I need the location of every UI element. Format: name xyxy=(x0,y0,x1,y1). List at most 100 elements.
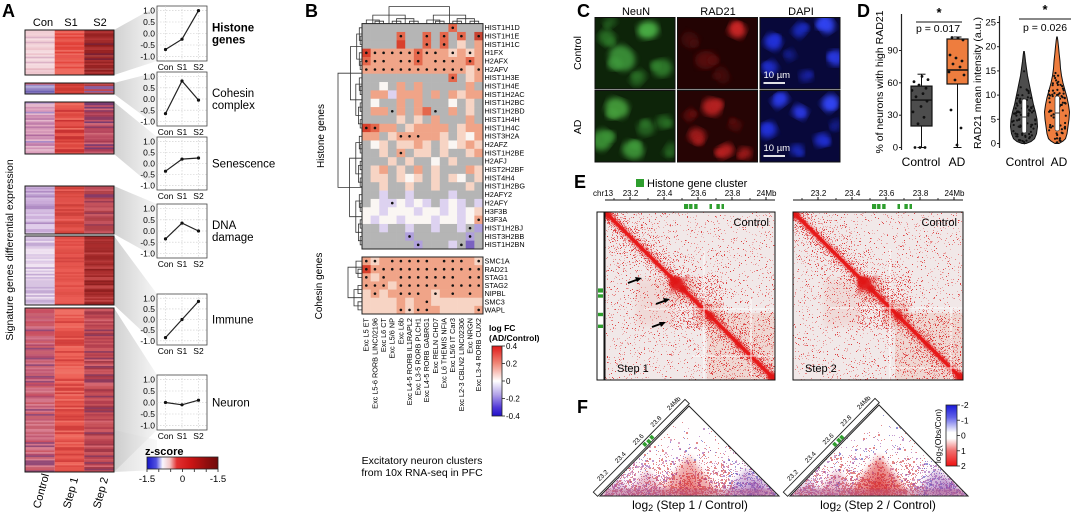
svg-text:2: 2 xyxy=(961,461,966,471)
svg-text:Histone gene cluster: Histone gene cluster xyxy=(647,178,748,190)
svg-text:0.5: 0.5 xyxy=(143,83,155,93)
svg-text:H2AFZ: H2AFZ xyxy=(485,140,509,149)
svg-text:Con: Con xyxy=(158,346,174,356)
svg-text:H3F3B: H3F3B xyxy=(485,207,508,216)
svg-text:chr13: chr13 xyxy=(593,189,614,198)
svg-text:p = 0.017: p = 0.017 xyxy=(916,23,960,35)
svg-text:Control: Control xyxy=(922,217,957,229)
svg-text:WAPL: WAPL xyxy=(485,306,505,315)
svg-text:Exc RELN CHD7: Exc RELN CHD7 xyxy=(431,318,440,374)
svg-text:Neuron: Neuron xyxy=(212,398,250,410)
svg-text:Exc L4-5 RORB IL1RAPL2: Exc L4-5 RORB IL1RAPL2 xyxy=(405,318,414,405)
svg-text:log2 (Step 2 / Control): log2 (Step 2 / Control) xyxy=(820,498,936,513)
svg-text:HIST1H3E: HIST1H3E xyxy=(485,73,520,82)
svg-text:5: 5 xyxy=(991,114,996,125)
svg-text:H1FX: H1FX xyxy=(485,48,504,57)
svg-text:-1.0: -1.0 xyxy=(140,181,155,191)
svg-text:0.0: 0.0 xyxy=(143,226,155,236)
svg-text:-1.0: -1.0 xyxy=(140,336,155,346)
svg-text:0.0: 0.0 xyxy=(143,94,155,104)
svg-text:Exc L2-3 CBLN2 LINC02306: Exc L2-3 CBLN2 LINC02306 xyxy=(457,318,466,411)
svg-text:Exc L6 THEMIS NFIA: Exc L6 THEMIS NFIA xyxy=(440,318,449,389)
svg-text:0.5: 0.5 xyxy=(143,215,155,225)
svg-text:Con: Con xyxy=(158,127,174,137)
svg-text:-2: -2 xyxy=(961,400,969,410)
svg-text:S2: S2 xyxy=(193,259,204,269)
svg-text:log2(Obs/Con): log2(Obs/Con) xyxy=(933,409,945,463)
svg-text:SMC3: SMC3 xyxy=(485,297,505,306)
svg-text:S1: S1 xyxy=(177,62,188,72)
svg-text:-0.5: -0.5 xyxy=(140,409,155,419)
svg-text:0: 0 xyxy=(506,377,511,386)
svg-text:RAD21 mean intensity (a.u.): RAD21 mean intensity (a.u.) xyxy=(972,17,984,149)
svg-text:60: 60 xyxy=(887,78,898,89)
svg-text:HIST2H2BF: HIST2H2BF xyxy=(485,165,525,174)
svg-text:-1.0: -1.0 xyxy=(140,420,155,430)
svg-text:Control: Control xyxy=(1006,155,1045,169)
svg-text:23.4: 23.4 xyxy=(657,189,673,198)
svg-text:B: B xyxy=(305,1,318,21)
svg-text:-0.4: -0.4 xyxy=(506,412,520,421)
svg-text:STAG1: STAG1 xyxy=(485,273,508,282)
svg-text:H2AFY2: H2AFY2 xyxy=(485,190,513,199)
svg-text:S2: S2 xyxy=(93,17,106,29)
svg-text:HIST1H2AC: HIST1H2AC xyxy=(485,90,525,99)
svg-text:AD: AD xyxy=(572,119,584,134)
svg-text:HIST1H4C: HIST1H4C xyxy=(485,123,520,132)
svg-text:H2AFY: H2AFY xyxy=(485,198,509,207)
svg-text:25: 25 xyxy=(985,18,996,29)
svg-text:0: 0 xyxy=(991,139,996,150)
svg-text:0: 0 xyxy=(893,143,898,154)
svg-text:0.5: 0.5 xyxy=(143,147,155,157)
svg-text:-1.5: -1.5 xyxy=(139,474,155,485)
svg-text:HIST1H1C: HIST1H1C xyxy=(485,40,520,49)
svg-text:10 µm: 10 µm xyxy=(764,70,791,81)
svg-text:S2: S2 xyxy=(193,191,204,201)
svg-text:23.8: 23.8 xyxy=(725,189,741,198)
svg-text:HIST1H4H: HIST1H4H xyxy=(485,115,520,124)
svg-text:-0.5: -0.5 xyxy=(140,170,155,180)
svg-text:-1.0: -1.0 xyxy=(140,51,155,61)
svg-text:1.0: 1.0 xyxy=(143,204,155,214)
svg-text:Exc NRGN: Exc NRGN xyxy=(465,318,474,354)
svg-text:HIST3H2A: HIST3H2A xyxy=(485,132,520,141)
svg-text:Step 1: Step 1 xyxy=(617,363,649,375)
svg-text:C: C xyxy=(577,1,590,21)
svg-text:HIST1H4E: HIST1H4E xyxy=(485,82,520,91)
svg-text:24Mb: 24Mb xyxy=(944,189,965,198)
svg-text:90: 90 xyxy=(887,45,898,56)
svg-text:E: E xyxy=(574,172,586,192)
svg-text:-1.5: -1.5 xyxy=(210,474,226,485)
svg-text:AD: AD xyxy=(949,155,966,169)
svg-text:15: 15 xyxy=(985,66,996,77)
svg-text:HIST1H2BE: HIST1H2BE xyxy=(485,148,525,157)
svg-text:0.2: 0.2 xyxy=(506,360,518,369)
svg-text:*: * xyxy=(1042,2,1048,17)
svg-text:Exc L3-5 RORB PLCH1: Exc L3-5 RORB PLCH1 xyxy=(414,318,423,395)
svg-text:Cohesin: Cohesin xyxy=(212,88,254,100)
svg-text:S2: S2 xyxy=(193,62,204,72)
svg-text:S1: S1 xyxy=(177,346,188,356)
svg-text:z-score: z-score xyxy=(145,446,184,458)
svg-text:HIST1H2BJ: HIST1H2BJ xyxy=(485,223,524,232)
svg-text:Histone genes: Histone genes xyxy=(316,104,327,168)
svg-text:HIST1H2BC: HIST1H2BC xyxy=(485,98,525,107)
svg-text:Con: Con xyxy=(158,431,174,441)
svg-text:H2AFJ: H2AFJ xyxy=(485,157,508,166)
svg-text:genes: genes xyxy=(212,35,245,47)
svg-text:1.0: 1.0 xyxy=(143,6,155,16)
svg-text:Step 2: Step 2 xyxy=(805,363,837,375)
svg-text:-1.0: -1.0 xyxy=(140,249,155,259)
svg-text:Exc L3-4 RORB CUX2: Exc L3-4 RORB CUX2 xyxy=(474,318,483,391)
svg-text:H2AFV: H2AFV xyxy=(485,65,509,74)
svg-text:0: 0 xyxy=(180,474,185,485)
svg-text:0: 0 xyxy=(961,431,966,441)
svg-text:0.4: 0.4 xyxy=(506,342,518,351)
svg-text:DAPI: DAPI xyxy=(788,6,814,18)
svg-text:Exc L6b: Exc L6b xyxy=(396,318,405,344)
svg-text:0.0: 0.0 xyxy=(143,159,155,169)
svg-text:H3F3A: H3F3A xyxy=(485,215,508,224)
svg-text:-1: -1 xyxy=(961,415,969,425)
svg-text:10 µm: 10 µm xyxy=(764,143,791,154)
svg-text:HIST1H1E: HIST1H1E xyxy=(485,31,520,40)
